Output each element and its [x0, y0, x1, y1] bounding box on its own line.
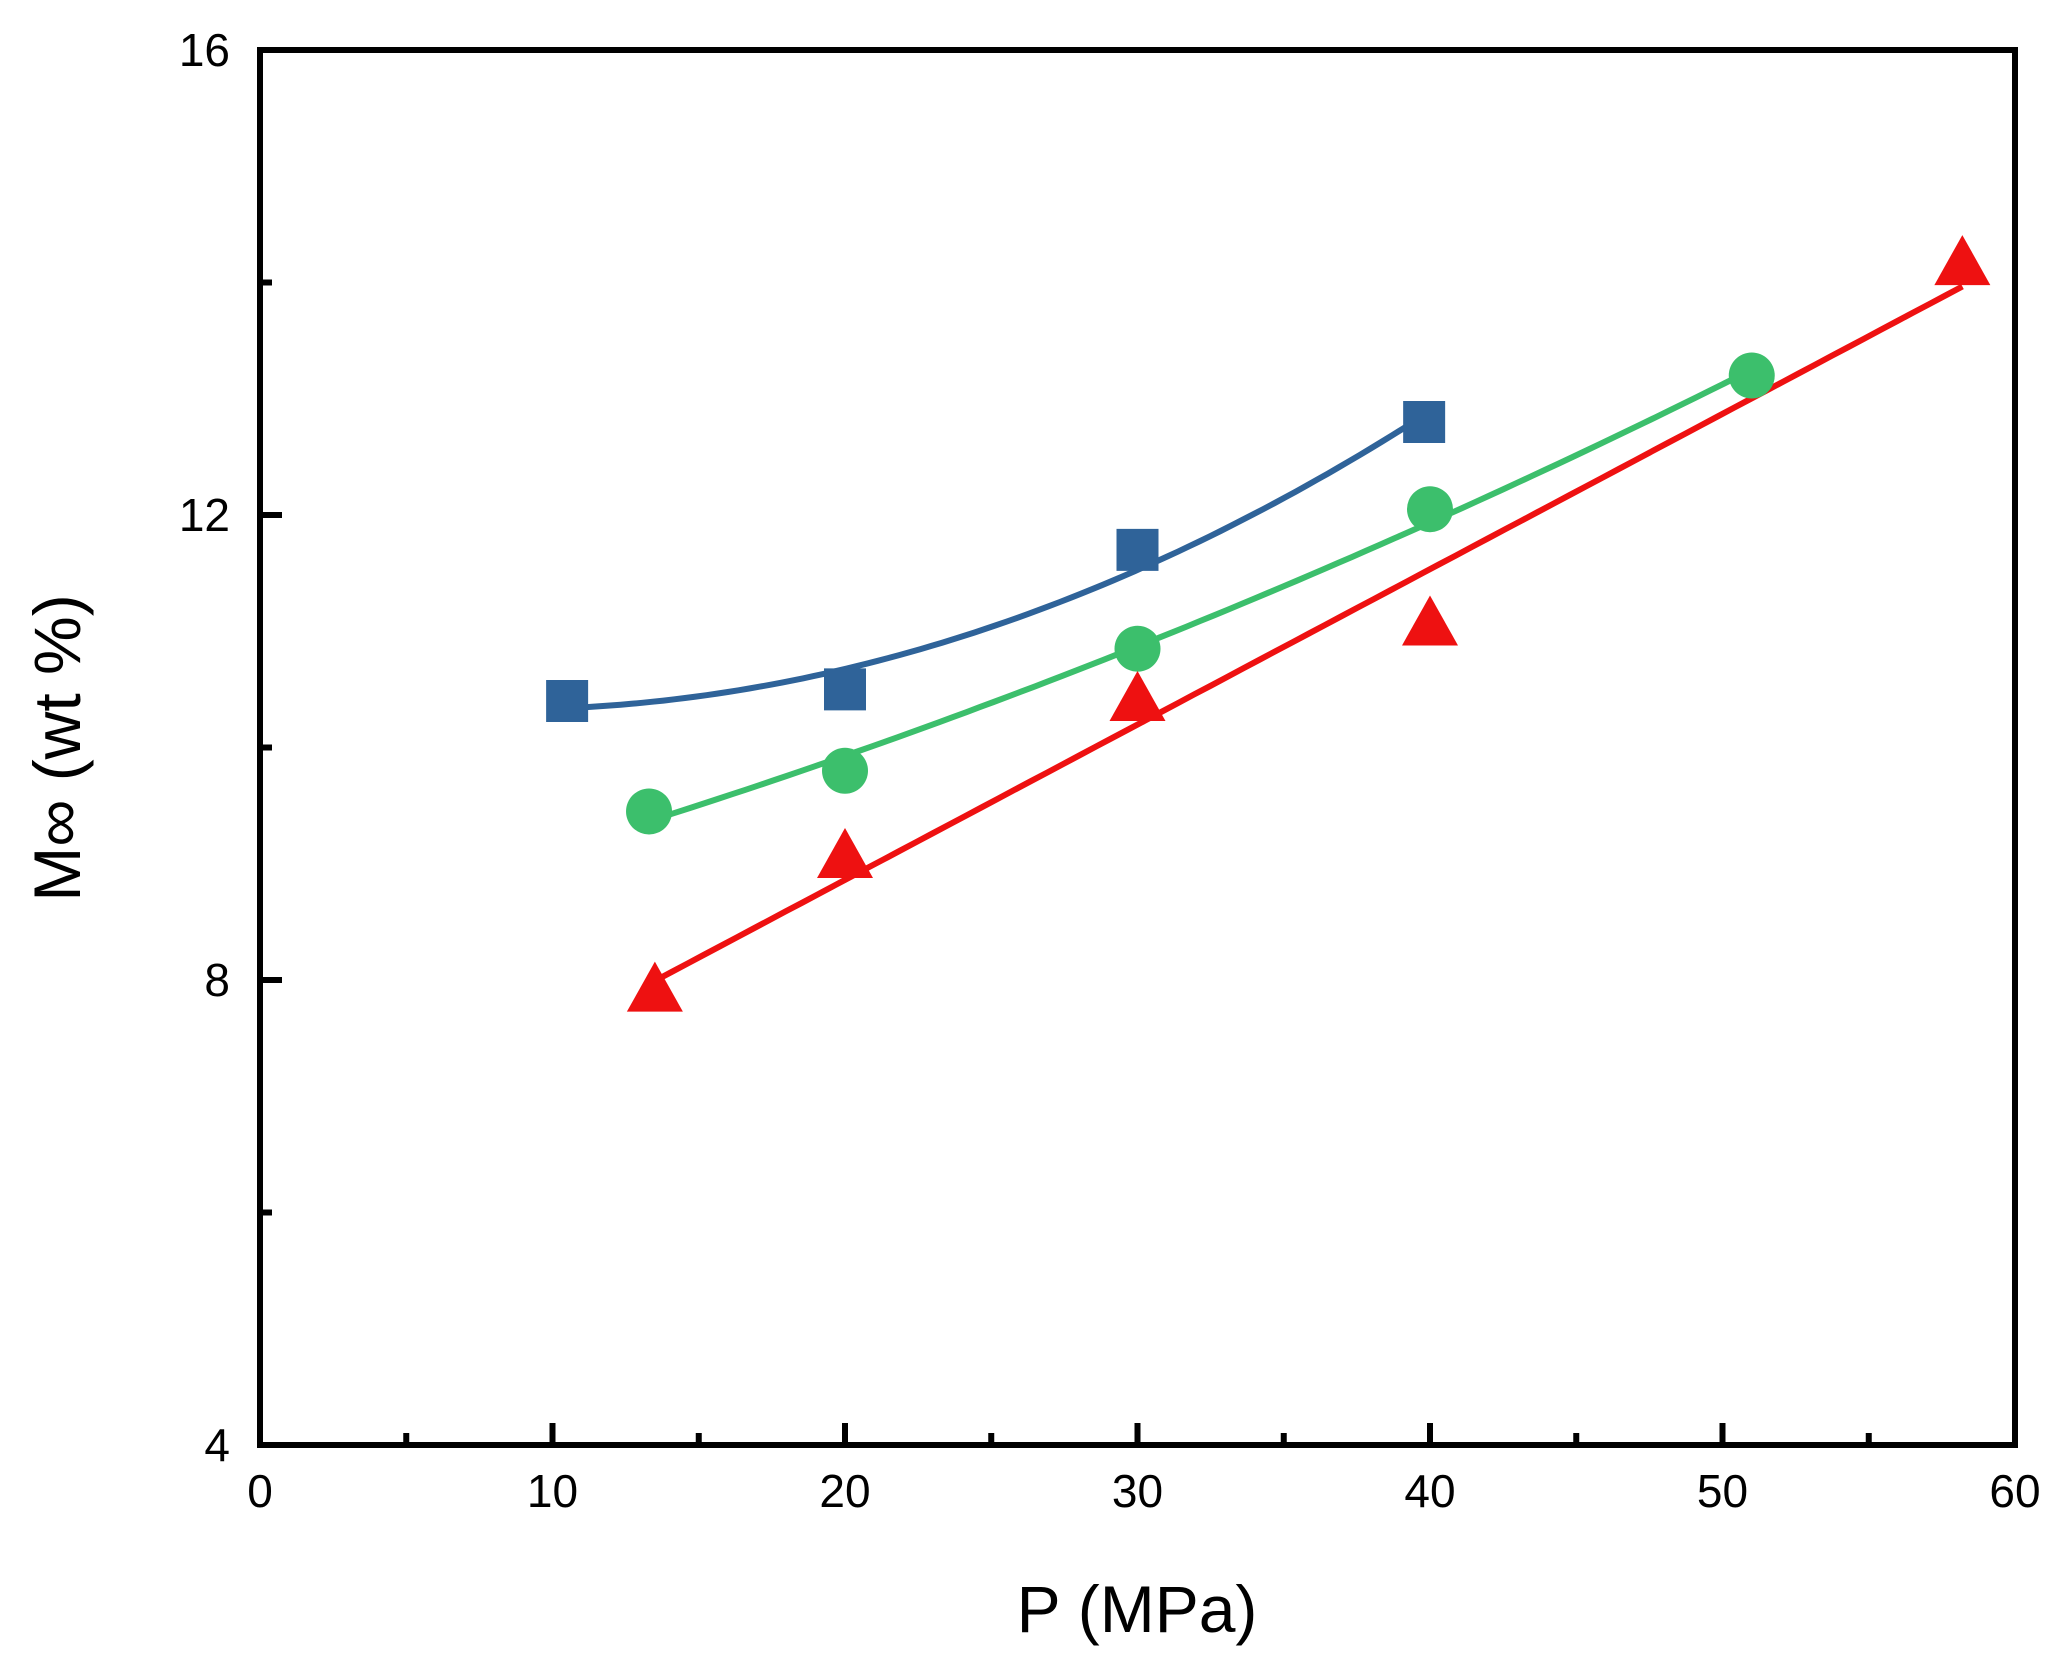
data-point-triangle [817, 827, 873, 878]
y-tick-label: 12 [179, 489, 230, 541]
x-tick-label: 60 [1989, 1465, 2040, 1517]
data-point-triangle [1109, 671, 1166, 721]
fit-line-triangles [653, 283, 1964, 984]
data-point-square [546, 680, 589, 722]
x-tick-label: 20 [819, 1465, 870, 1517]
x-tick-label: 0 [247, 1465, 273, 1517]
plot-frame [257, 47, 2018, 1448]
data-point-circle [822, 747, 868, 794]
fit-line-circles [648, 367, 1754, 824]
data-point-triangle [626, 961, 683, 1012]
y-tick-label: 4 [204, 1419, 230, 1471]
y-tick-label: 8 [204, 954, 230, 1006]
axis-ticks [260, 279, 1872, 1445]
y-tick-label: 16 [179, 24, 230, 76]
x-tick-label: 10 [527, 1465, 578, 1517]
fit-line-squares [566, 412, 1426, 712]
data-point-square [1403, 401, 1446, 443]
data-markers [546, 235, 1991, 1012]
x-axis-title: P (MPa) [1017, 1572, 1258, 1646]
x-tick-label: 50 [1697, 1465, 1748, 1517]
y-tick-labels: 4 8 12 16 [179, 24, 230, 1471]
data-point-circle [1407, 486, 1453, 533]
x-tick-label: 40 [1404, 1465, 1455, 1517]
x-tick-labels: 0 10 20 30 40 50 60 [247, 1465, 2040, 1517]
data-point-square [1116, 528, 1159, 571]
data-point-triangle [1934, 235, 1991, 286]
x-tick-label: 30 [1112, 1465, 1163, 1517]
data-point-circle [1728, 352, 1775, 399]
data-point-circle [1114, 625, 1161, 672]
data-point-square [824, 668, 866, 711]
data-point-triangle [1402, 595, 1458, 646]
y-axis-title: M∞ (wt %) [20, 594, 94, 901]
data-point-circle [626, 788, 673, 835]
